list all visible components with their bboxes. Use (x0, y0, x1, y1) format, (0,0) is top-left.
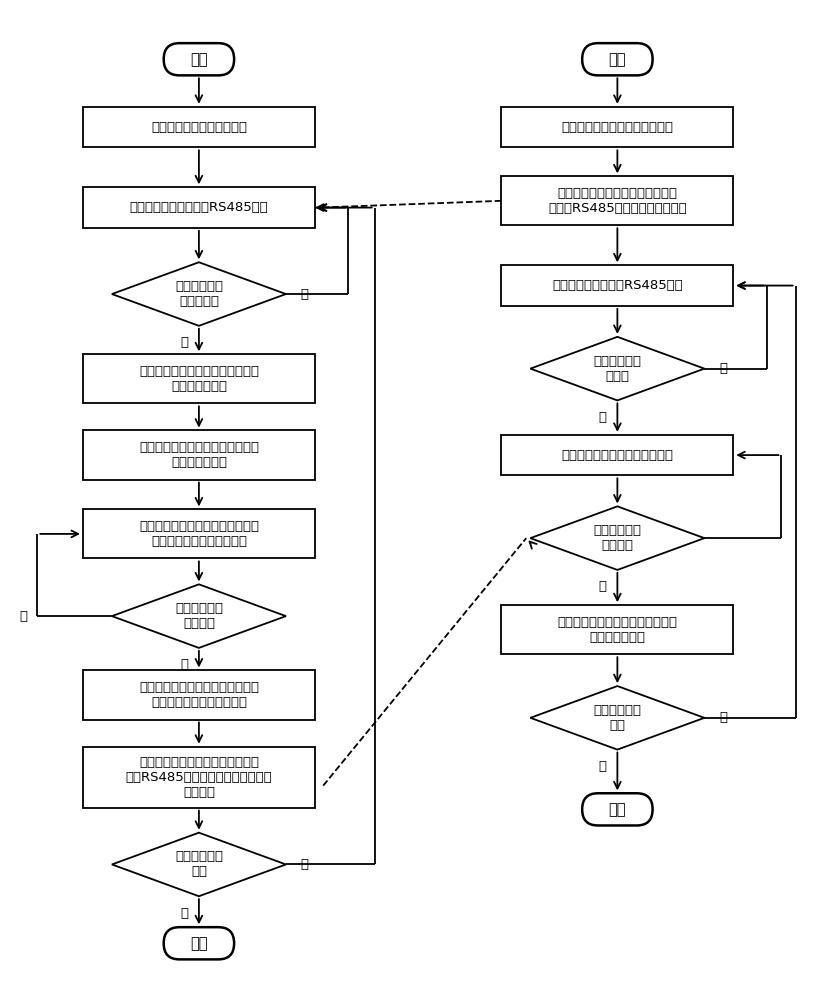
Text: 微主站模块调用上行通信模块发送
解析后采集数据: 微主站模块调用上行通信模块发送 解析后采集数据 (557, 616, 676, 644)
Text: 是: 是 (180, 907, 188, 920)
Text: 是: 是 (598, 580, 606, 593)
Text: 否: 否 (718, 711, 726, 724)
Text: 是否有采集数
据返回: 是否有采集数 据返回 (593, 355, 640, 383)
Text: 结束: 结束 (190, 936, 207, 951)
Text: 微主站模块侦听上行RS485端口: 微主站模块侦听上行RS485端口 (552, 279, 682, 292)
Text: 数据共享模块按任务配置要求通过
数据存储模块读取采集数据: 数据共享模块按任务配置要求通过 数据存储模块读取采集数据 (139, 681, 258, 709)
Text: 否: 否 (718, 362, 726, 375)
Polygon shape (530, 506, 704, 570)
Text: 否: 否 (19, 610, 28, 623)
Polygon shape (112, 833, 286, 896)
Text: 微主站模块生成任务配置数据并通
过下行RS485总线发送给量测终端: 微主站模块生成任务配置数据并通 过下行RS485总线发送给量测终端 (548, 187, 686, 215)
Bar (501, 605, 732, 654)
Bar (83, 107, 314, 147)
Polygon shape (530, 337, 704, 400)
Text: 数据共享终端启动并完成初始化: 数据共享终端启动并完成初始化 (561, 121, 673, 134)
Bar (501, 176, 732, 225)
Bar (501, 435, 732, 475)
Text: 数据共享模块将任务配置数据发送
给采集执行模块: 数据共享模块将任务配置数据发送 给采集执行模块 (139, 441, 258, 469)
Text: 采集执行模块执行采集任务并通过
数据存储模块存储采集数据: 采集执行模块执行采集任务并通过 数据存储模块存储采集数据 (139, 520, 258, 548)
Bar (501, 107, 732, 147)
Text: 是否收到结束
指令: 是否收到结束 指令 (593, 704, 640, 732)
Text: 是: 是 (598, 411, 606, 424)
Text: 是: 是 (598, 760, 606, 773)
Bar (83, 670, 314, 720)
Text: 是否收到结束
指令: 是否收到结束 指令 (175, 850, 222, 878)
Bar (83, 430, 314, 480)
Text: 是否达到数据
发送条件: 是否达到数据 发送条件 (175, 602, 222, 630)
Text: 否: 否 (300, 288, 308, 301)
Bar (83, 747, 314, 808)
Text: 开始: 开始 (190, 52, 207, 67)
Text: 数据共享模块侦听下行RS485端口: 数据共享模块侦听下行RS485端口 (130, 201, 268, 214)
Text: 数据共享模块按任务配置要求通过
上行RS485端口发送采集数据给数据
共享终端: 数据共享模块按任务配置要求通过 上行RS485端口发送采集数据给数据 共享终端 (125, 756, 272, 799)
Text: 开始: 开始 (608, 52, 625, 67)
Text: 是: 是 (180, 658, 188, 671)
FancyBboxPatch shape (164, 43, 234, 75)
Text: 是否达到数据
上送条件: 是否达到数据 上送条件 (593, 524, 640, 552)
Text: 结束: 结束 (608, 802, 625, 817)
Bar (501, 265, 732, 306)
FancyBboxPatch shape (582, 793, 652, 825)
Bar (83, 354, 314, 403)
Text: 微主站模块解析并转换采集数据: 微主站模块解析并转换采集数据 (561, 449, 673, 462)
Bar (83, 509, 314, 558)
Polygon shape (112, 262, 286, 326)
FancyBboxPatch shape (582, 43, 652, 75)
Polygon shape (530, 686, 704, 750)
FancyBboxPatch shape (164, 927, 234, 959)
Text: 是否侦听到任
务配置数据: 是否侦听到任 务配置数据 (175, 280, 222, 308)
Polygon shape (112, 584, 286, 648)
Text: 是: 是 (180, 336, 188, 349)
Text: 否: 否 (300, 858, 308, 871)
Text: 数据共享模块调用数据存储模块存
储任务配置数据: 数据共享模块调用数据存储模块存 储任务配置数据 (139, 365, 258, 393)
Text: 量测终端启动并完成初始化: 量测终端启动并完成初始化 (150, 121, 247, 134)
Bar (83, 187, 314, 228)
